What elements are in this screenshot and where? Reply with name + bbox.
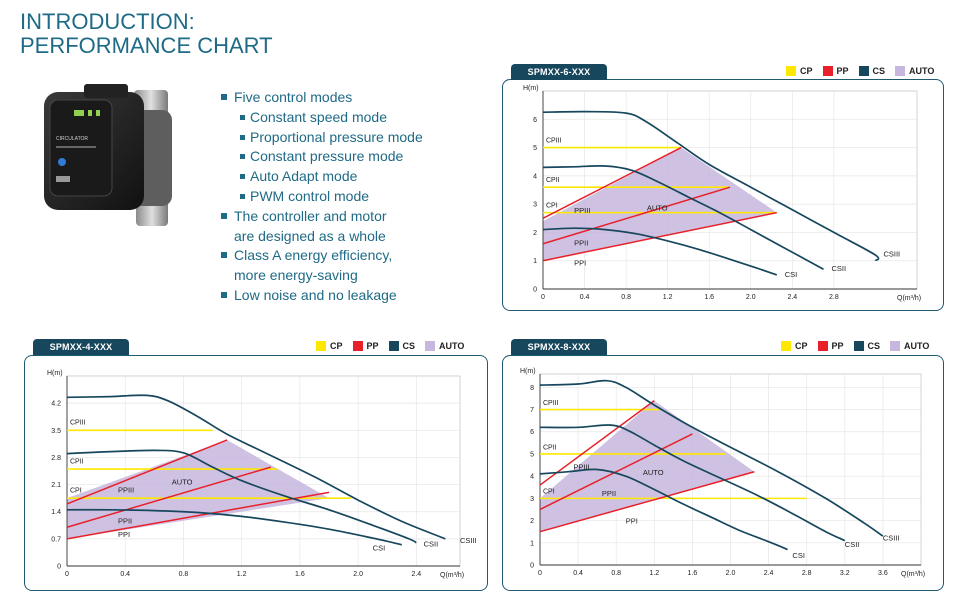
legend-cs: CS	[388, 341, 415, 351]
circulator-pump-image: CIRCULATOR	[44, 84, 172, 226]
legend-swatch-pp	[817, 341, 828, 351]
legend-8: CP PP CS AUTO	[781, 340, 929, 352]
square-bullet-icon	[221, 291, 227, 298]
legend-swatch-cp	[781, 341, 791, 351]
feature-sub-item: Constant pressure mode	[220, 147, 490, 167]
legend-auto: AUTO	[890, 341, 929, 351]
chart-title-6: SPMXX-6-XXX	[511, 64, 607, 80]
feature-list: Five control modes Constant speed mode P…	[220, 88, 490, 306]
feature-sub-item: PWM control mode	[220, 187, 490, 207]
chart-panel-4	[24, 355, 488, 591]
square-bullet-icon	[240, 154, 245, 160]
square-bullet-icon	[240, 193, 245, 199]
square-bullet-icon	[221, 252, 227, 259]
legend-swatch-cs	[853, 341, 864, 351]
legend-pp: PP	[822, 66, 849, 76]
legend-cp: CP	[781, 341, 808, 351]
legend-6: CP PP CS AUTO	[786, 65, 934, 77]
square-bullet-icon	[240, 174, 245, 180]
legend-pp: PP	[817, 341, 844, 351]
legend-pp: PP	[352, 341, 379, 351]
chart-panel-8	[502, 355, 944, 591]
square-bullet-icon	[221, 212, 227, 219]
title-line-1: INTRODUCTION:	[20, 9, 195, 34]
legend-swatch-cs	[858, 66, 869, 76]
legend-4: CP PP CS AUTO	[316, 340, 464, 352]
legend-swatch-auto	[895, 66, 906, 76]
legend-cp: CP	[786, 66, 813, 76]
square-bullet-icon	[240, 134, 245, 140]
feature-item: Low noise and no leakage	[220, 286, 490, 306]
square-bullet-icon	[221, 94, 227, 100]
legend-auto: AUTO	[895, 66, 934, 76]
legend-swatch-cp	[786, 66, 796, 76]
chart-panel-6	[502, 79, 944, 311]
legend-swatch-auto	[890, 341, 901, 351]
legend-swatch-cs	[388, 341, 399, 351]
page-title: INTRODUCTION: PERFORMANCE CHART	[20, 10, 273, 58]
feature-sub-item: Auto Adapt mode	[220, 167, 490, 187]
product-label: CIRCULATOR	[56, 136, 88, 142]
legend-cs: CS	[858, 66, 885, 76]
legend-swatch-cp	[316, 341, 326, 351]
legend-cs: CS	[853, 341, 880, 351]
legend-swatch-auto	[425, 341, 436, 351]
feature-sub-item: Proportional pressure mode	[220, 128, 490, 148]
chart-title-4: SPMXX-4-XXX	[33, 339, 129, 355]
legend-cp: CP	[316, 341, 343, 351]
feature-sub-item: Constant speed mode	[220, 108, 490, 128]
chart-title-8: SPMXX-8-XXX	[511, 339, 607, 355]
feature-item: Class A energy efficiency, more energy-sa…	[220, 246, 490, 286]
feature-item: The controller and motor are designed as …	[220, 207, 490, 247]
feature-item: Five control modes Constant speed mode P…	[220, 88, 490, 207]
square-bullet-icon	[240, 114, 245, 120]
title-line-2: PERFORMANCE CHART	[20, 33, 273, 58]
legend-swatch-pp	[822, 66, 833, 76]
legend-swatch-pp	[352, 341, 363, 351]
legend-auto: AUTO	[425, 341, 464, 351]
